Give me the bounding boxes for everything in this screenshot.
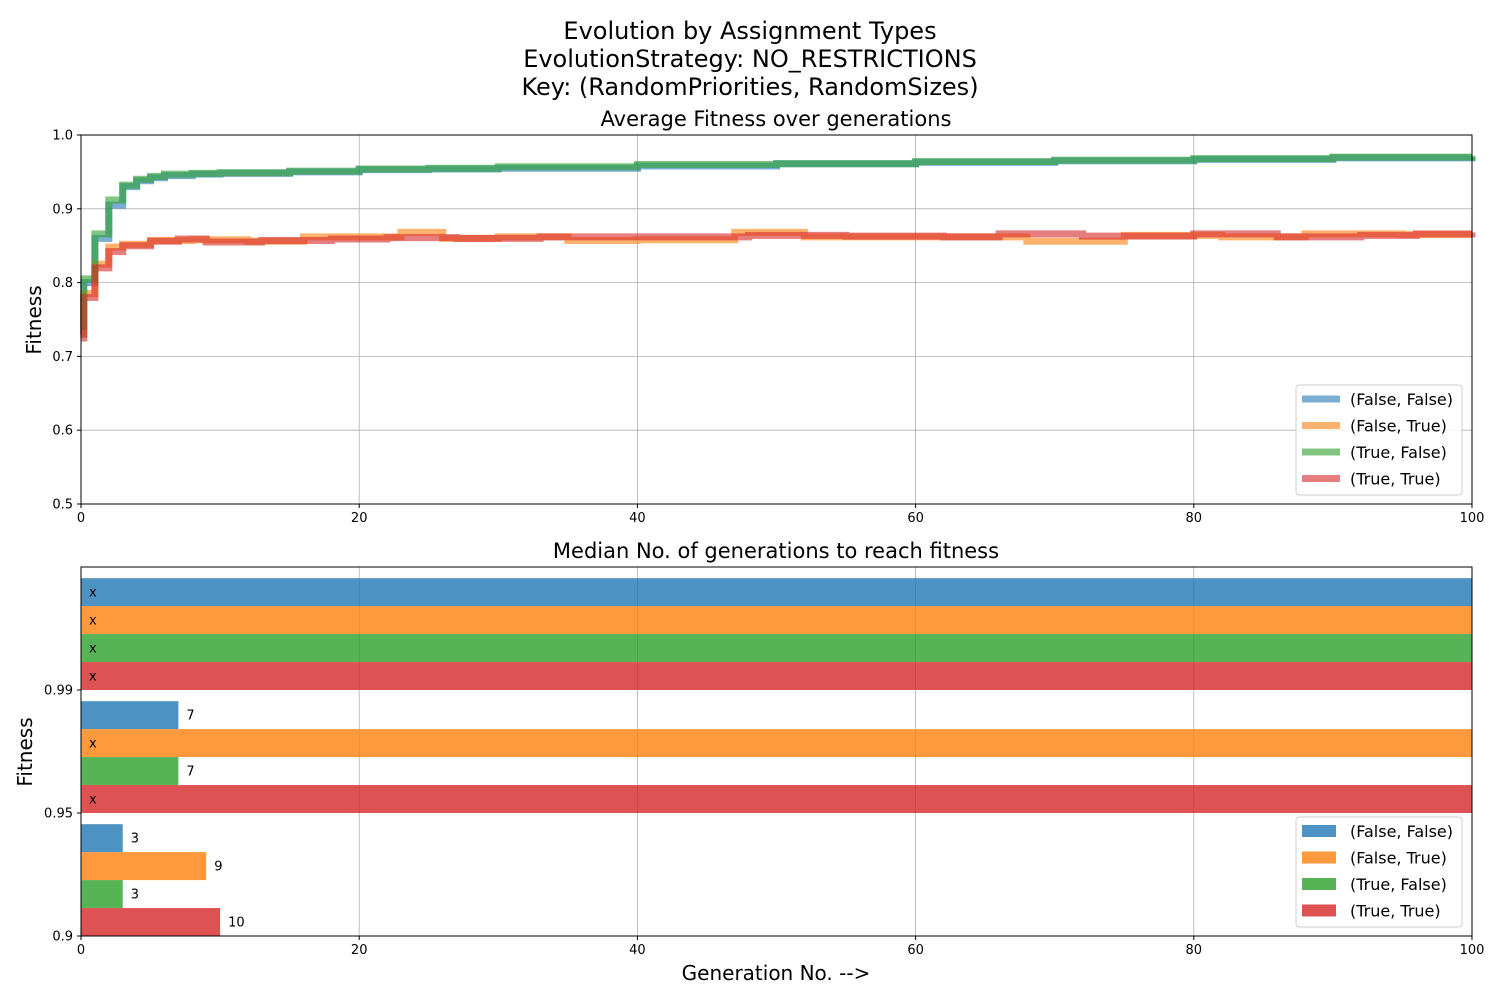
bar-chart-median-generations: Median No. of generations to reach fitne…	[13, 539, 1484, 985]
bar-label-1-3: x	[89, 793, 97, 808]
line-chart-legend: (False, False) (False, True) (True, False)…	[1295, 384, 1463, 496]
line-chart-ylabel: Fitness	[22, 285, 46, 354]
bar-chart-frame	[80, 566, 1473, 937]
line-chart-legend-box	[1295, 384, 1463, 496]
line-chart-average-fitness: Average Fitness over generations Fitness…	[22, 107, 1484, 526]
bar-label-1-1: x	[89, 737, 97, 752]
bar-0-3	[81, 908, 221, 936]
line-chart-ytick-label-3: 0.8	[52, 276, 73, 291]
line-chart-frame	[80, 134, 1473, 505]
bar-0-1	[81, 852, 207, 881]
line-chart-legend-label-0: (False, False)	[1350, 390, 1453, 409]
line-series-3	[80, 230, 1476, 342]
line-chart-legend-label-1: (False, True)	[1350, 417, 1447, 436]
bar-chart-xtick-label-3: 60	[907, 943, 924, 958]
bar-chart-legend-box	[1295, 816, 1463, 928]
line-series-0	[80, 154, 1476, 338]
bar-label-1-2: 7	[186, 765, 194, 780]
bar-chart-legend-swatch-0	[1302, 825, 1336, 837]
suptitle-line-1: Evolution by Assignment Types	[563, 17, 936, 45]
bar-chart-ytick-label-1: 0.95	[44, 807, 73, 822]
bar-label-0-3: 10	[228, 916, 245, 931]
bar-chart-legend-swatch-1	[1302, 851, 1336, 864]
suptitle-line-2: EvolutionStrategy: NO_RESTRICTIONS	[523, 45, 977, 73]
bar-label-0-0: 3	[131, 832, 139, 847]
bar-label-0-2: 3	[131, 888, 139, 903]
line-chart-legend-label-3: (True, True)	[1350, 470, 1441, 489]
line-chart-xtick-label-0: 0	[77, 511, 85, 526]
bar-chart-title: Median No. of generations to reach fitne…	[553, 539, 999, 563]
line-chart-grid	[80, 134, 1473, 505]
bar-chart-xtick-label-4: 80	[1186, 943, 1203, 958]
line-chart-ticks: 0 20 40 60 80 100 0.5 0.6 0.7 0.8 0.9 1.0	[52, 129, 1484, 527]
bar-0-0	[81, 824, 123, 853]
bar-chart-legend-swatch-3	[1302, 904, 1336, 917]
line-chart-title: Average Fitness over generations	[601, 107, 952, 131]
line-chart-ytick-label-1: 0.6	[52, 424, 73, 439]
line-chart-legend-label-2: (True, False)	[1350, 443, 1447, 462]
line-chart-ytick-label-2: 0.7	[52, 350, 73, 365]
line-chart-series	[80, 153, 1476, 342]
line-chart-xtick-label-4: 80	[1186, 511, 1203, 526]
bar-chart-xtick-label-0: 0	[77, 943, 85, 958]
bar-chart-legend-label-2: (True, False)	[1350, 875, 1447, 894]
bar-label-2-1: x	[89, 614, 97, 629]
bar-chart-ylabel: Fitness	[13, 717, 37, 786]
bar-1-1	[81, 729, 1472, 758]
bar-chart-ticks: 0 20 40 60 80 100 0.9 0.95 0.99	[44, 684, 1484, 959]
line-chart-ytick-label-5: 1.0	[52, 129, 73, 144]
bar-2-3	[81, 662, 1472, 690]
line-chart-ytick-label-0: 0.5	[52, 498, 73, 513]
line-chart-xtick-label-5: 100	[1460, 511, 1485, 526]
bar-2-2	[81, 634, 1472, 663]
suptitle-line-3: Key: (RandomPriorities, RandomSizes)	[521, 73, 978, 101]
bar-1-2	[81, 757, 179, 786]
line-series-1	[80, 228, 1472, 338]
bar-label-1-0: 7	[186, 709, 194, 724]
bar-2-0	[81, 578, 1472, 607]
bar-chart-xtick-label-5: 100	[1460, 943, 1485, 958]
bar-chart-legend-swatch-2	[1302, 878, 1336, 890]
bar-chart-legend-label-3: (True, True)	[1350, 902, 1441, 921]
bar-chart-legend: (False, False) (False, True) (True, False)…	[1295, 816, 1463, 928]
line-chart-xtick-label-3: 60	[907, 511, 924, 526]
bar-1-0	[81, 701, 179, 730]
bar-chart-ytick-label-2: 0.99	[44, 684, 73, 699]
bar-chart-xlabel: Generation No. -->	[682, 961, 871, 985]
bar-label-2-0: x	[89, 586, 97, 601]
bar-1-3	[81, 785, 1472, 813]
bar-label-2-3: x	[89, 670, 97, 685]
line-series-2	[80, 153, 1476, 331]
bar-label-2-2: x	[89, 642, 97, 657]
bar-chart-legend-label-1: (False, True)	[1350, 849, 1447, 868]
line-chart-xtick-label-1: 20	[351, 511, 368, 526]
bar-chart-xtick-label-2: 40	[629, 943, 646, 958]
bar-chart-ytick-label-0: 0.9	[52, 930, 73, 945]
bar-0-2	[81, 880, 123, 909]
bar-label-0-1: 9	[214, 860, 222, 875]
bar-chart-xtick-label-1: 20	[351, 943, 368, 958]
line-chart-ytick-label-4: 0.9	[52, 202, 73, 217]
line-chart-xtick-label-2: 40	[629, 511, 646, 526]
bar-chart-legend-label-0: (False, False)	[1350, 822, 1453, 841]
figure-suptitle: Evolution by Assignment Types EvolutionS…	[521, 17, 978, 101]
bar-2-1	[81, 606, 1472, 635]
